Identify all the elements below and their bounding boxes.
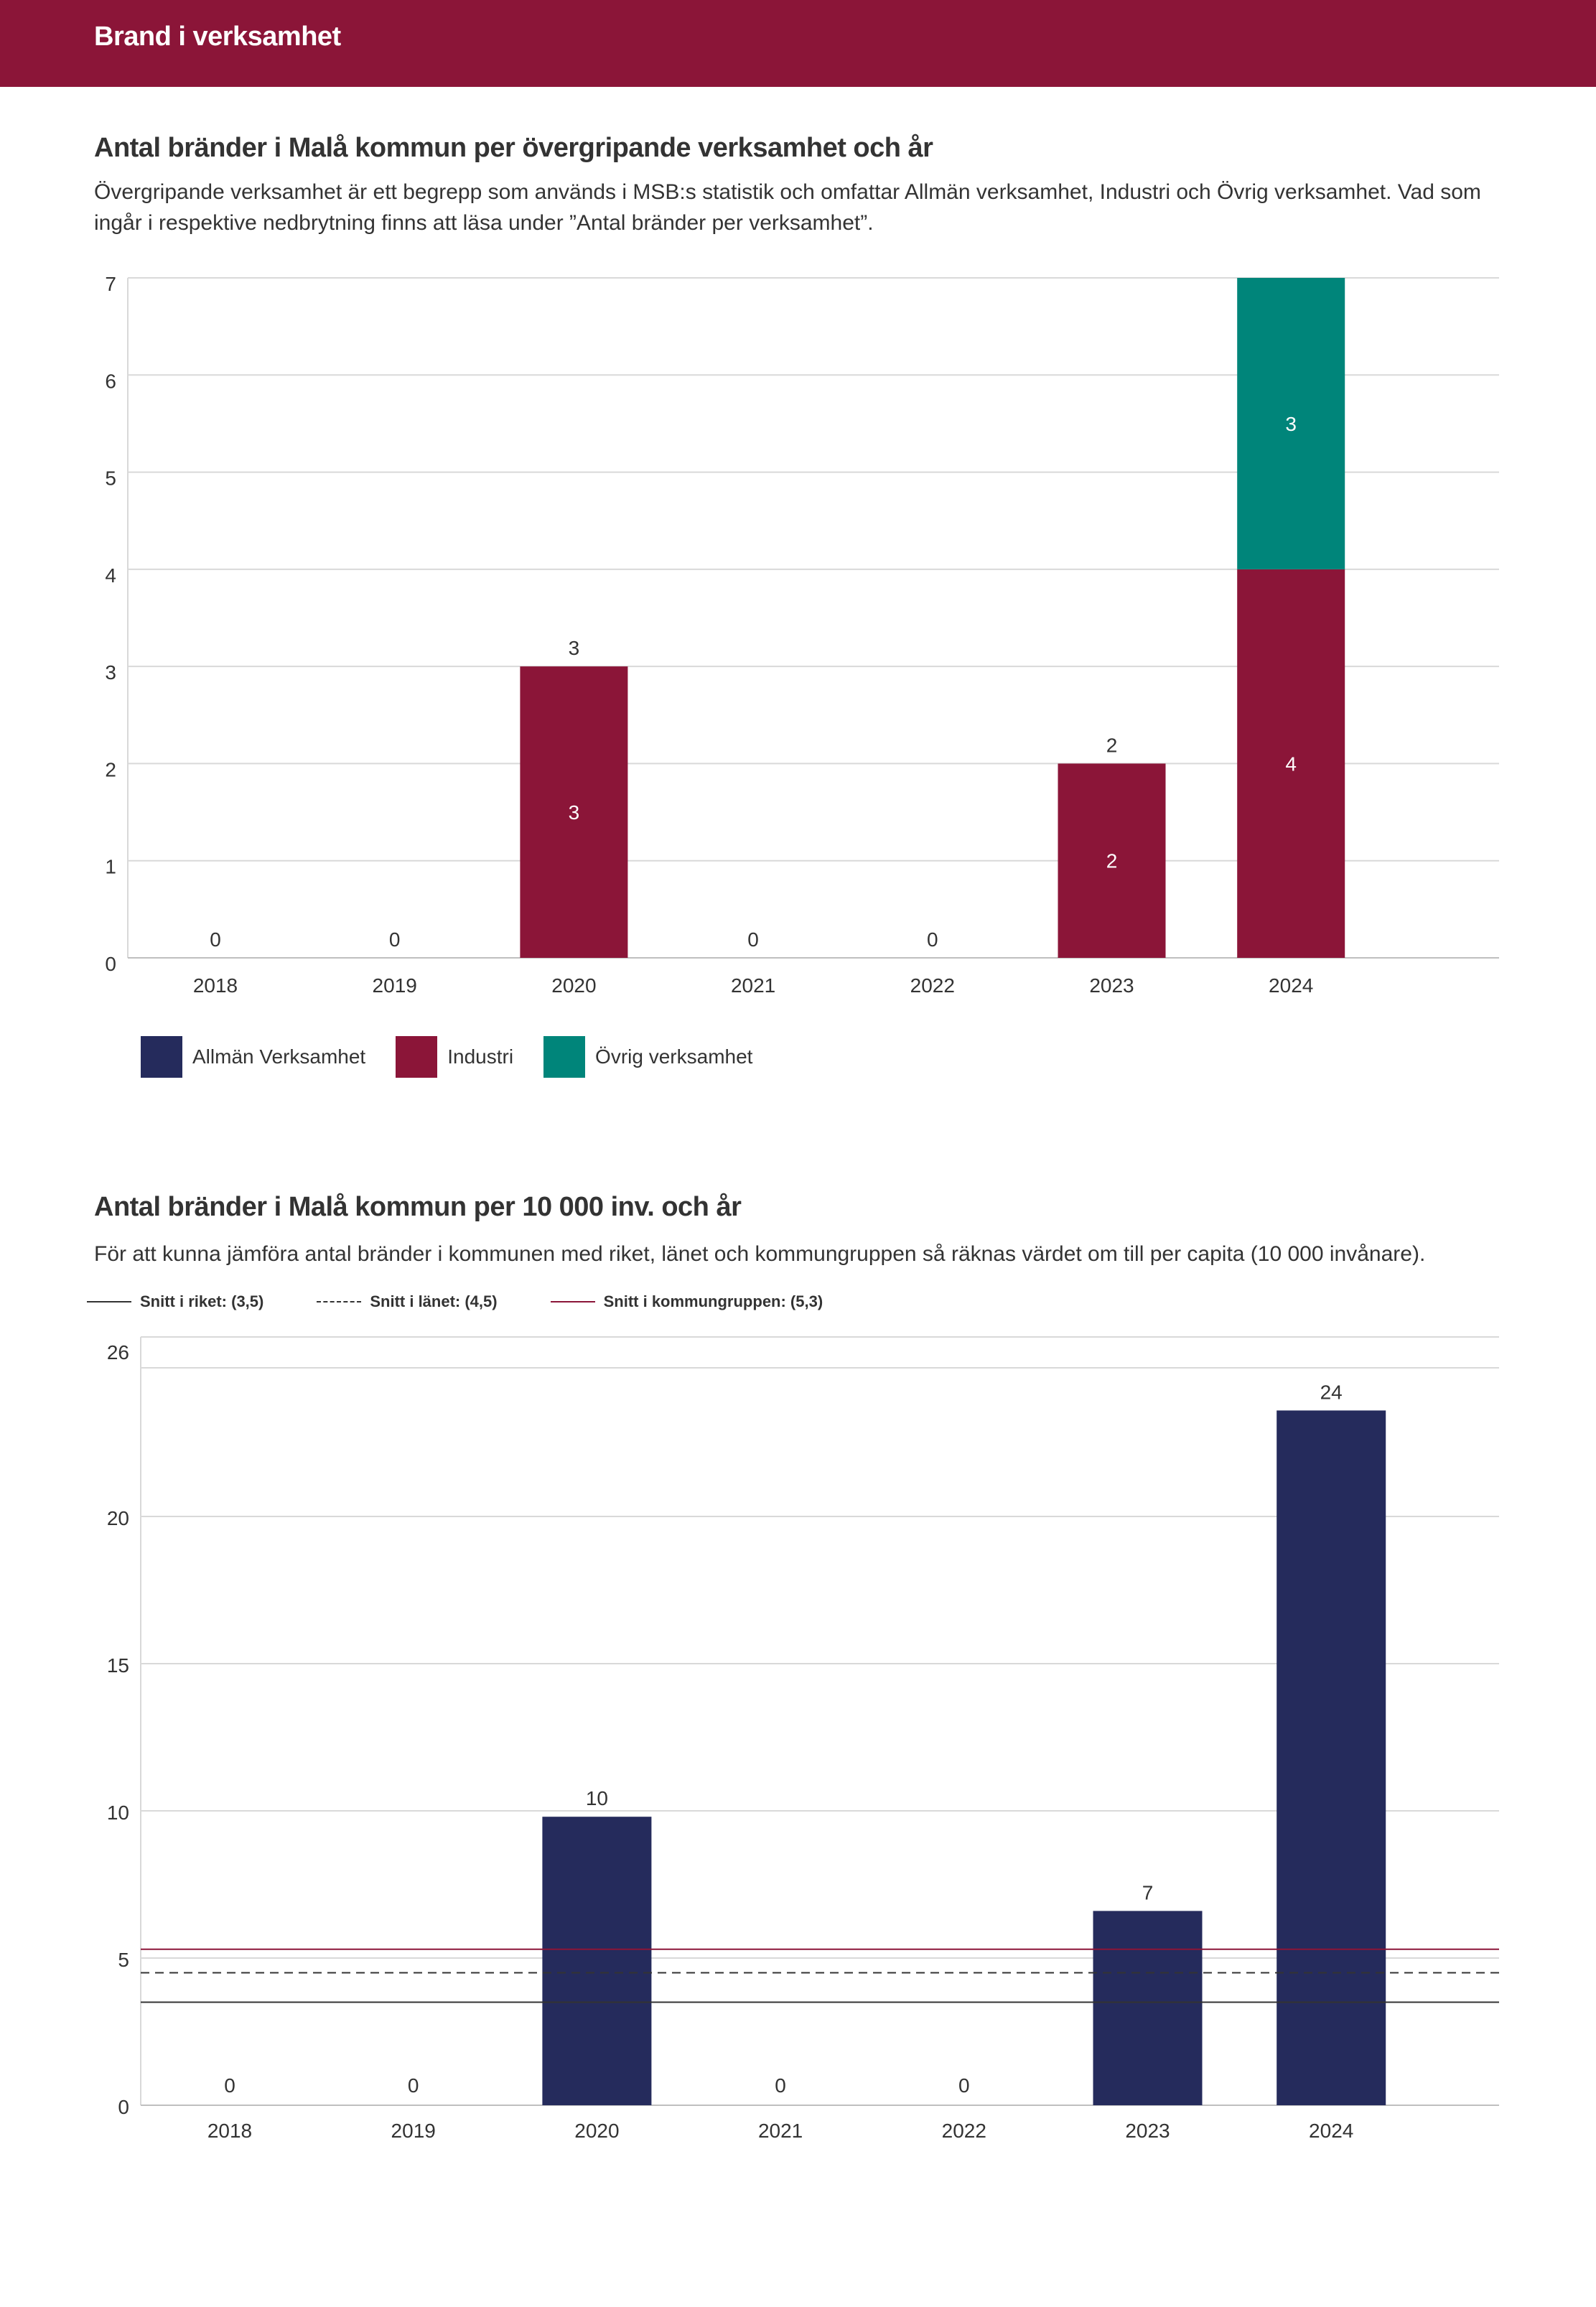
chart2-x-tick-label: 2019 [391,2120,436,2142]
chart2-x-tick-label: 2021 [758,2120,803,2142]
chart2-x-tick-label: 2024 [1309,2120,1353,2142]
chart1-total-label: 0 [747,928,759,951]
chart2-y-tick-label: 26 [107,1341,129,1364]
legend-label-industri: Industri [447,1045,514,1068]
chart1-y-tick-label: 4 [105,564,116,587]
chart2-bar [1093,1911,1203,2105]
chart1-x-tick-label: 2023 [1089,974,1134,997]
chart1-bar-segment [1058,763,1166,958]
chart1-y-tick-label: 2 [105,758,116,780]
chart1-segment-label: 4 [1285,752,1297,775]
chart1-y-tick-label: 3 [105,661,116,684]
chart1-bar-segment [520,666,628,958]
chart1-x-tick-label: 2018 [193,974,238,997]
chart1-x-tick-label: 2021 [731,974,775,997]
chart1-segment-label: 2 [1106,850,1118,872]
chart2-description: För att kunna jämföra antal bränder i ko… [94,1242,1426,1266]
legend-swatch-industri [396,1036,438,1078]
chart2-reference-legend: Snitt i riket: (3,5) Snitt i länet: (4,5… [87,1292,876,1311]
chart1-total-label: 0 [389,928,401,951]
chart2-bar-label: 0 [958,2074,970,2097]
legend-label-ovrig: Övrig verksamhet [595,1045,753,1068]
chart2-x-tick-label: 2023 [1125,2120,1170,2142]
ref-line-swatch-kommungruppen [550,1301,595,1302]
chart1-x-tick-label: 2019 [373,974,417,997]
legend-swatch-ovrig [543,1036,586,1078]
chart1-total-label: 3 [569,637,580,659]
chart1-segment-label: 3 [569,801,580,824]
chart1-y-tick-label: 6 [105,370,116,392]
chart1-total-label: 0 [210,928,221,951]
chart2-bar-label: 7 [1142,1881,1154,1903]
chart1-x-tick-label: 2020 [551,974,596,997]
chart2-bar-label: 10 [586,1787,608,1809]
legend-swatch-allman [141,1036,182,1078]
legend-label-allman: Allmän Verksamhet [192,1045,366,1068]
chart1-legend: Allmän Verksamhet Industri Övrig verksam… [141,1036,783,1078]
ref-label-kommungruppen: Snitt i kommungruppen: (5,3) [603,1292,823,1310]
ref-label-riket: Snitt i riket: (3,5) [140,1292,264,1310]
ref-label-lanet: Snitt i länet: (4,5) [370,1292,498,1310]
chart2-bar-label: 0 [224,2074,235,2097]
chart2-y-tick-label: 5 [118,1949,129,1971]
ref-legend-lanet: Snitt i länet: (4,5) [317,1292,498,1311]
chart1-y-tick-label: 7 [105,273,116,295]
chart1-x-tick-label: 2022 [910,974,955,997]
chart2-y-tick-label: 20 [107,1507,129,1529]
ref-legend-kommungruppen: Snitt i kommungruppen: (5,3) [550,1292,823,1311]
legend-item-allman: Allmän Verksamhet [141,1036,365,1078]
chart2-x-tick-label: 2022 [942,2120,986,2142]
chart1-bar-segment [1237,278,1345,569]
chart2-bar [542,1817,652,2105]
chart2-bar-label: 0 [775,2074,786,2097]
chart1-stacked-bar-chart: 0 1 2 3 4 5 6 7 0 2018 0 2019 3 3 2020 0 2021 0 2022 2 2 2023… [105,273,1499,997]
ref-line-swatch-riket [87,1301,131,1302]
chart1-description: Övergripande verksamhet är ett begrepp s… [94,180,1481,235]
legend-item-ovrig: Övrig verksamhet [543,1036,752,1078]
chart2-y-tick-label: 0 [118,2096,129,2118]
chart2-x-tick-label: 2020 [574,2120,619,2142]
chart2-x-tick-label: 2018 [207,2120,252,2142]
chart2-y-tick-label: 10 [107,1802,129,1824]
chart1-y-tick-label: 1 [105,856,116,878]
chart1-total-label: 2 [1106,734,1118,756]
ref-legend-riket: Snitt i riket: (3,5) [87,1292,263,1311]
legend-item-industri: Industri [396,1036,513,1078]
chart1-bar-segment [1237,569,1345,958]
chart1-title: Antal bränder i Malå kommun per övergrip… [94,133,933,163]
chart2-bar [1277,1410,1386,2105]
chart1-x-tick-label: 2024 [1269,974,1313,997]
chart2-bar-label: 0 [408,2074,419,2097]
chart2-title: Antal bränder i Malå kommun per 10 000 i… [94,1192,742,1222]
page-header: Brand i verksamhet [0,0,1596,87]
chart1-y-tick-label: 5 [105,467,116,490]
chart1-segment-label: 3 [1285,413,1297,435]
chart2-bar-label: 24 [1320,1381,1343,1403]
ref-line-swatch-lanet [317,1301,362,1302]
page-title: Brand i verksamhet [94,22,341,52]
chart1-total-label: 0 [927,928,938,951]
chart1-y-tick-label: 0 [105,953,116,975]
chart2-y-tick-label: 15 [107,1654,129,1677]
